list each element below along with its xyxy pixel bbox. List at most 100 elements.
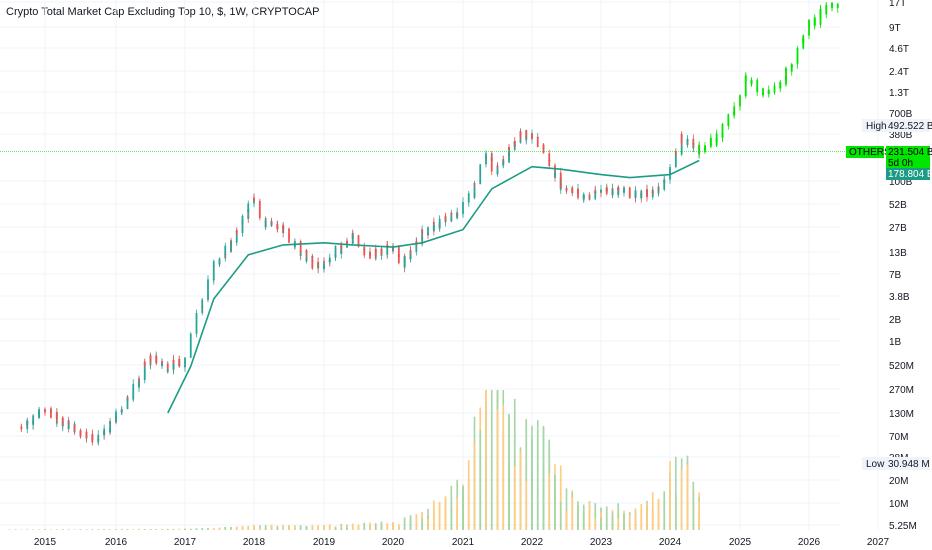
candle-body xyxy=(698,145,701,148)
y-tick-label: 520M xyxy=(889,361,914,372)
candle-body xyxy=(380,251,383,254)
volume-bar xyxy=(496,409,499,530)
candle-body xyxy=(831,5,833,9)
candle-body xyxy=(189,333,192,340)
volume-bar xyxy=(305,527,308,530)
candle-body xyxy=(109,422,111,424)
volume-bar xyxy=(392,522,394,530)
candle-body xyxy=(634,190,637,196)
volume-bar xyxy=(554,476,556,530)
volume-bar xyxy=(542,428,545,530)
volume-bar xyxy=(646,502,648,530)
candle-body xyxy=(212,267,215,281)
y-tick-label: 9T xyxy=(889,23,901,34)
candle-body xyxy=(166,363,169,372)
candle-body xyxy=(825,5,828,8)
volume-bar xyxy=(508,463,510,530)
volume-bar xyxy=(189,529,192,530)
candle-body xyxy=(85,432,88,437)
y-tick-label: 2B xyxy=(889,315,902,326)
candle-body xyxy=(715,133,718,135)
x-tick-label: 2020 xyxy=(382,537,405,548)
y-tick-label: 3.8B xyxy=(889,292,910,303)
candle-body xyxy=(739,95,741,97)
volume-bar xyxy=(299,525,302,530)
volume-bar xyxy=(155,529,158,530)
volume-bar xyxy=(600,517,602,530)
y-axis[interactable]: 17T 9T 4.6T 2.4T 1.3T 700B 380B 100B 52B 27B 13B 7B… xyxy=(889,0,917,532)
volume-bar xyxy=(44,529,46,530)
candle-body xyxy=(785,68,787,77)
volume-bar xyxy=(398,524,400,530)
volume-bar xyxy=(628,519,631,530)
volume-bar xyxy=(433,505,435,530)
candle-body xyxy=(628,187,631,193)
x-tick-label: 2023 xyxy=(590,537,613,548)
candle-body xyxy=(709,138,712,146)
candle-body xyxy=(611,189,614,196)
x-tick-label: 2015 xyxy=(34,537,57,548)
x-tick-label: 2021 xyxy=(452,537,475,548)
candle-body xyxy=(282,225,285,229)
candle-body xyxy=(120,408,123,413)
volume-bar xyxy=(594,518,597,530)
candle-body xyxy=(288,237,290,243)
candle-body xyxy=(230,244,232,246)
volume-bar xyxy=(38,529,40,530)
volume-bar xyxy=(438,516,441,530)
grid xyxy=(0,0,879,530)
candle-body xyxy=(55,422,58,424)
candle-body xyxy=(773,85,776,89)
candle-body xyxy=(149,356,152,362)
candle-body xyxy=(32,415,35,422)
candle-body xyxy=(403,256,406,264)
x-tick-label: 2026 xyxy=(798,537,821,548)
y-tick-label: 5.25M xyxy=(889,521,917,532)
candle-body xyxy=(50,414,52,418)
candle-body xyxy=(20,428,23,430)
volume-bar xyxy=(288,525,290,530)
candle-body xyxy=(651,192,654,194)
volume-bar xyxy=(588,502,591,530)
volume-bar xyxy=(346,527,348,530)
candle-body xyxy=(473,183,476,185)
candle-body xyxy=(235,230,238,234)
candle-body xyxy=(432,221,435,232)
candle-body xyxy=(444,216,447,220)
volume-bar xyxy=(698,500,700,530)
volume-bar xyxy=(462,486,464,530)
candle-body xyxy=(808,19,810,25)
candle-body xyxy=(67,424,70,429)
candle-body xyxy=(744,84,747,91)
candle-body xyxy=(224,245,227,255)
volume-bar xyxy=(143,529,146,530)
candle-body xyxy=(565,188,568,192)
x-axis[interactable]: 2015 2016 2017 2018 2019 2020 2021 2022 2023 2024… xyxy=(34,537,890,548)
volume-bar xyxy=(357,524,360,530)
candle-body xyxy=(346,244,348,248)
volume-bar xyxy=(138,529,140,530)
candle-body xyxy=(103,428,106,433)
candle-body xyxy=(674,163,677,167)
volume-bar xyxy=(126,529,129,530)
candle-body xyxy=(571,187,574,192)
candle-body xyxy=(559,183,562,188)
candle-body xyxy=(680,145,683,155)
volume-bar xyxy=(178,529,181,530)
candle-body xyxy=(727,117,730,126)
candle-body xyxy=(143,369,146,379)
volume-bar xyxy=(571,497,574,530)
volume-bar xyxy=(91,529,94,530)
volume-bar xyxy=(132,529,135,530)
volume-bar xyxy=(323,524,325,530)
volume-bar xyxy=(253,526,255,530)
candle-body xyxy=(663,179,666,184)
candle-body xyxy=(126,399,129,401)
volume-bar xyxy=(103,529,105,530)
volume-bar xyxy=(311,524,314,530)
candle-body xyxy=(258,214,261,219)
candle-body xyxy=(328,257,331,262)
candle-body xyxy=(195,322,198,329)
candle-body xyxy=(490,162,493,172)
